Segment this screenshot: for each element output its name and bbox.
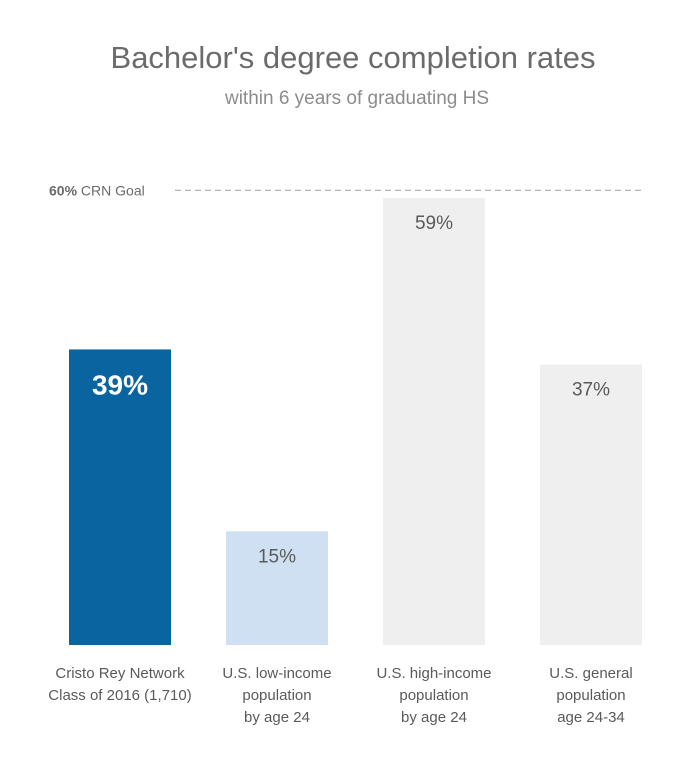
goal-line-group: 60% CRN Goal (49, 182, 643, 198)
category-label-4: U.S. general population age 24-34 (549, 665, 632, 726)
category-label-1: Cristo Rey Network Class of 2016 (1,710) (48, 665, 191, 704)
category-labels-group: Cristo Rey Network Class of 2016 (1,710) U… (48, 665, 632, 726)
category-label-line: population (556, 687, 625, 704)
category-label-line: by age 24 (401, 709, 467, 726)
category-label-line: age 24-34 (557, 709, 625, 726)
value-label-1: 39% (92, 369, 148, 400)
category-label-line: by age 24 (244, 709, 310, 726)
value-labels-group: 39% 15% 59% 37% (92, 213, 610, 567)
chart-title: Bachelor's degree completion rates (111, 40, 596, 75)
bar-2 (226, 531, 328, 645)
category-label-3: U.S. high-income population by age 24 (376, 665, 491, 726)
value-label-3: 59% (415, 213, 453, 234)
value-label-4: 37% (572, 380, 610, 401)
chart-subtitle: within 6 years of graduating HS (224, 88, 489, 109)
category-label-2: U.S. low-income population by age 24 (222, 665, 331, 726)
category-label-line: population (242, 687, 311, 704)
category-label-line: Cristo Rey Network (55, 665, 185, 682)
category-label-line: Class of 2016 (1,710) (48, 687, 191, 704)
category-label-line: population (399, 687, 468, 704)
category-label-line: U.S. general (549, 665, 632, 682)
category-label-line: U.S. high-income (376, 665, 491, 682)
bar-4 (540, 364, 642, 645)
bar-3 (383, 197, 485, 645)
value-label-2: 15% (258, 546, 296, 567)
goal-label: 60% CRN Goal (49, 182, 145, 198)
bars-group (69, 197, 642, 645)
category-label-line: U.S. low-income (222, 665, 331, 682)
goal-text: CRN Goal (77, 182, 145, 198)
bar-1 (69, 349, 171, 645)
goal-value: 60% (49, 182, 78, 198)
